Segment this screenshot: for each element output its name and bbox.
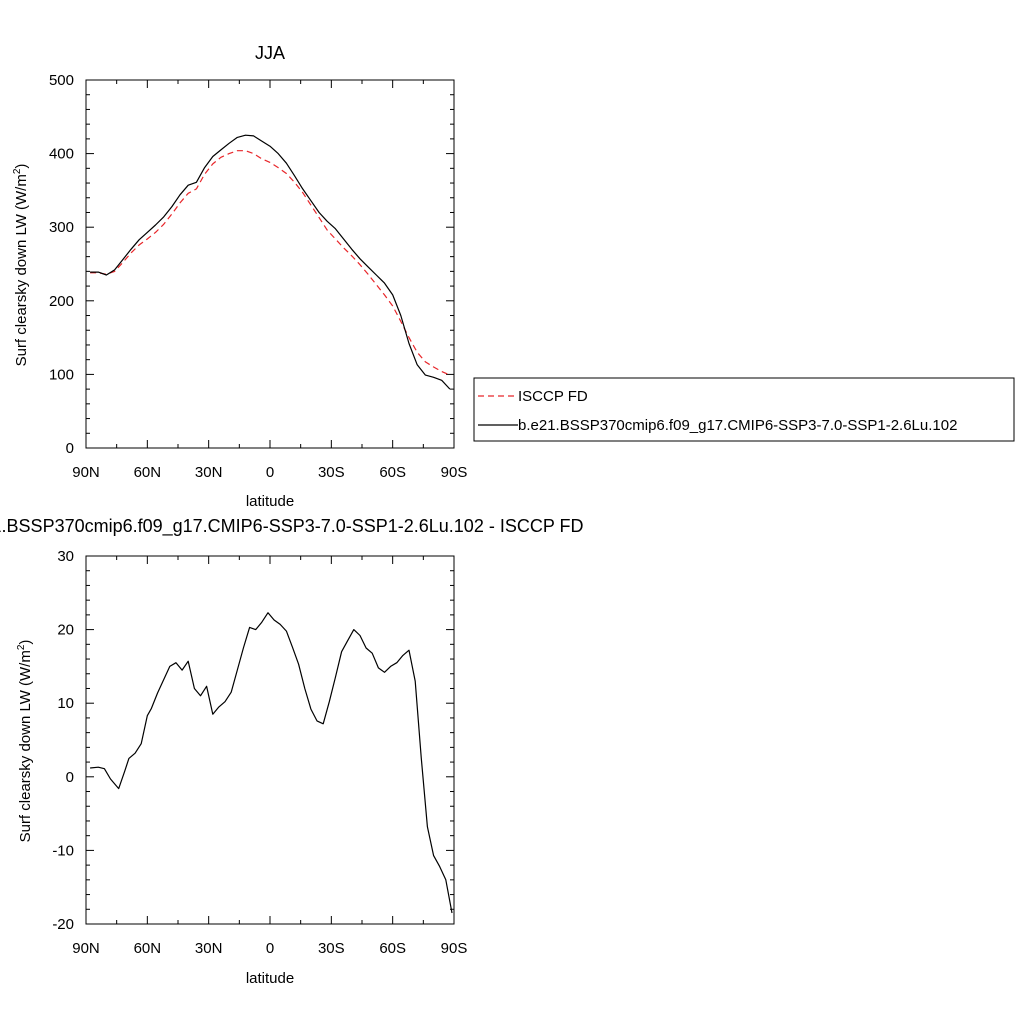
plot-frame	[85, 79, 455, 449]
axis-ticks	[85, 555, 455, 925]
x-tick-label: 60N	[134, 940, 162, 957]
x-tick-label: 90S	[441, 464, 468, 481]
x-tick-label: 60S	[379, 464, 406, 481]
tick-labels: 90N 60N 30N 0 30S 60S 90S 0 100 200 300 400 500	[49, 72, 467, 481]
x-tick-label: 60N	[134, 464, 162, 481]
chart-title: b.e21.BSSP370cmip6.f09_g17.CMIP6-SSP3-7.…	[0, 516, 584, 537]
legend-label-model: b.e21.BSSP370cmip6.f09_g17.CMIP6-SSP3-7.…	[518, 417, 957, 434]
y-axis-label: Surf clearsky down LW (W/m2)	[16, 640, 34, 843]
y-tick-label: 30	[57, 548, 74, 565]
y-tick-label: 300	[49, 219, 74, 236]
x-tick-label: 90N	[72, 940, 100, 957]
series-line-1	[90, 134, 451, 390]
series-lines	[90, 134, 451, 390]
x-tick-label: 90S	[441, 940, 468, 957]
x-tick-label: 30N	[195, 940, 223, 957]
y-tick-label: 0	[66, 769, 74, 786]
y-tick-label: 200	[49, 293, 74, 310]
x-tick-label: 60S	[379, 940, 406, 957]
series-line-0	[90, 150, 451, 376]
legend: ISCCP FD b.e21.BSSP370cmip6.f09_g17.CMIP…	[473, 377, 1015, 442]
x-tick-label: 0	[266, 464, 274, 481]
x-tick-label: 30S	[318, 464, 345, 481]
y-tick-label: 10	[57, 695, 74, 712]
y-tick-label: 400	[49, 146, 74, 163]
axis-ticks	[85, 79, 455, 449]
y-tick-label: 0	[66, 440, 74, 457]
x-tick-label: 30S	[318, 940, 345, 957]
tick-labels: 90N 60N 30N 0 30S 60S 90S -20 -10 0 10 20 30	[52, 548, 467, 957]
chart-panel-top: JJA Surf clearsky down LW (W/m2) latitud…	[12, 43, 467, 510]
chart-title: JJA	[255, 43, 285, 63]
x-tick-label: 0	[266, 940, 274, 957]
series-line-0	[90, 612, 453, 914]
legend-box	[473, 377, 1015, 442]
y-tick-label: 100	[49, 366, 74, 383]
y-tick-label: -10	[52, 842, 74, 859]
plot-frame	[85, 555, 455, 925]
x-tick-label: 90N	[72, 464, 100, 481]
legend-label-isccp: ISCCP FD	[518, 388, 588, 405]
y-tick-label: -20	[52, 916, 74, 933]
chart-panel-bottom: b.e21.BSSP370cmip6.f09_g17.CMIP6-SSP3-7.…	[0, 516, 584, 987]
x-axis-label: latitude	[246, 493, 294, 510]
series-lines	[90, 612, 453, 914]
x-axis-label: latitude	[246, 970, 294, 987]
x-tick-label: 30N	[195, 464, 223, 481]
y-tick-label: 20	[57, 622, 74, 639]
y-axis-label: Surf clearsky down LW (W/m2)	[12, 164, 30, 367]
y-tick-label: 500	[49, 72, 74, 89]
